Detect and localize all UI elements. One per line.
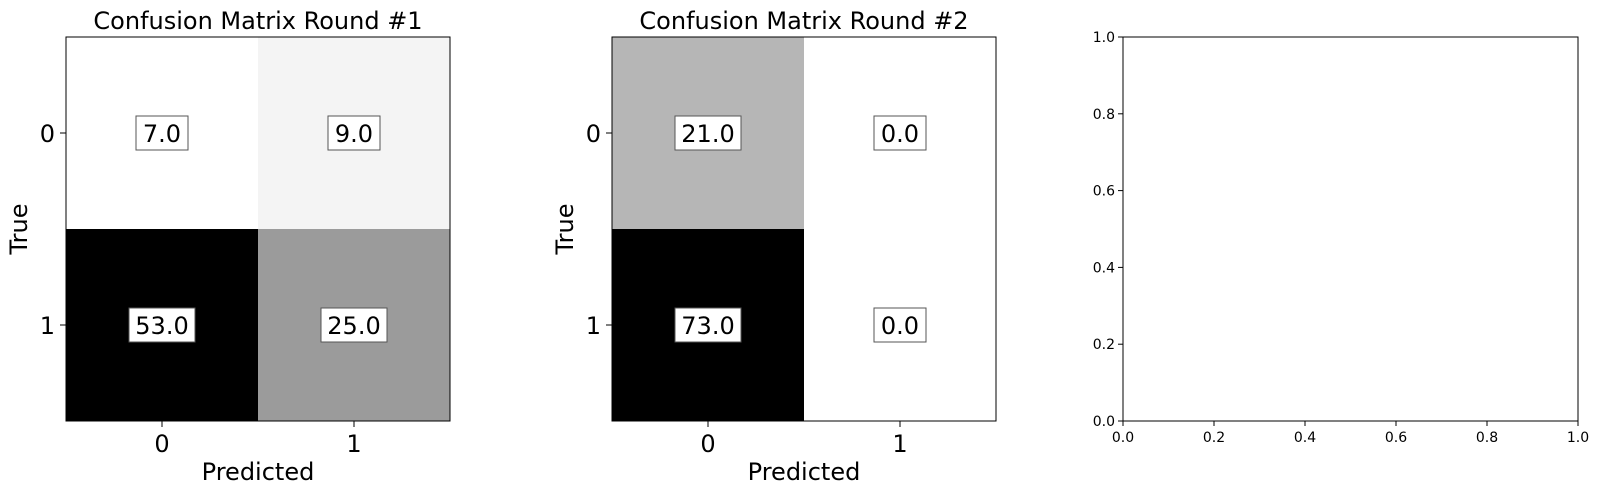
x-tick-label: 0.4 <box>1294 430 1316 446</box>
cell-value-label: 0.0 <box>881 312 919 340</box>
y-tick-label: 0 <box>40 120 55 148</box>
y-tick-label: 0.4 <box>1093 260 1115 276</box>
cell-label-box <box>674 115 742 151</box>
y-tick-label: 0 <box>586 120 601 148</box>
plot-frame <box>611 36 997 422</box>
empty-axes-panel: 0.0 0.2 0.4 0.6 0.8 1.0 0.0 0.2 0.4 0.6 0.8 1.0 <box>1093 30 1589 446</box>
x-tick-label: 0.2 <box>1203 430 1225 446</box>
x-tick-label: 0.6 <box>1385 430 1407 446</box>
plot-frame <box>65 36 451 422</box>
x-axis-label: Predicted <box>202 458 315 486</box>
x-axis-label: Predicted <box>748 458 861 486</box>
y-tick-label: 1 <box>586 312 601 340</box>
cell-label-box <box>873 115 927 151</box>
cell-label-box <box>128 307 196 343</box>
cell-label-box <box>674 307 742 343</box>
cell-value-label: 73.0 <box>681 312 734 340</box>
tick-marks: 0 1 0 1 <box>40 120 362 458</box>
x-tick-label: 1 <box>346 430 361 458</box>
x-tick-label: 0 <box>154 430 169 458</box>
heatmap-cells: 7.0 9.0 53.0 25.0 <box>66 37 450 421</box>
cell-value-label: 21.0 <box>681 120 734 148</box>
heatmap-panel-2: Confusion Matrix Round #2 21.0 0.0 73.0 0.0… <box>551 7 997 486</box>
heatmap-panel-1: Confusion Matrix Round #1 7.0 9.0 53.0 25.0… <box>5 7 451 486</box>
tick-marks: 0 1 0 1 <box>586 120 908 458</box>
chart-title: Confusion Matrix Round #2 <box>639 7 968 35</box>
y-tick-label: 0.2 <box>1093 337 1115 353</box>
cell-value-label: 0.0 <box>881 120 919 148</box>
y-tick-label: 1.0 <box>1093 30 1115 46</box>
y-axis-label: True <box>5 204 33 256</box>
cell-label-box <box>873 307 927 343</box>
tick-marks: 0.0 0.2 0.4 0.6 0.8 1.0 0.0 0.2 0.4 0.6 0.8 1.0 <box>1093 30 1589 446</box>
x-tick-label: 1.0 <box>1567 430 1589 446</box>
y-axis-label: True <box>551 204 579 256</box>
cell-value-label: 9.0 <box>335 120 373 148</box>
heatmap-cells: 21.0 0.0 73.0 0.0 <box>612 37 996 421</box>
x-tick-label: 0.8 <box>1476 430 1498 446</box>
cell-value-label: 7.0 <box>143 120 181 148</box>
y-tick-label: 0.6 <box>1093 184 1115 200</box>
cell-label-box <box>320 307 388 343</box>
cell-label-box <box>327 115 381 151</box>
x-tick-label: 1 <box>892 430 907 458</box>
chart-title: Confusion Matrix Round #1 <box>93 7 422 35</box>
cell-value-label: 53.0 <box>135 312 188 340</box>
y-tick-label: 0.0 <box>1093 414 1115 430</box>
plot-frame <box>1122 36 1579 422</box>
x-tick-label: 0 <box>700 430 715 458</box>
cell-value-label: 25.0 <box>327 312 380 340</box>
x-tick-label: 0.0 <box>1112 430 1134 446</box>
cell-label-box <box>135 115 189 151</box>
y-tick-label: 0.8 <box>1093 107 1115 123</box>
y-tick-label: 1 <box>40 312 55 340</box>
